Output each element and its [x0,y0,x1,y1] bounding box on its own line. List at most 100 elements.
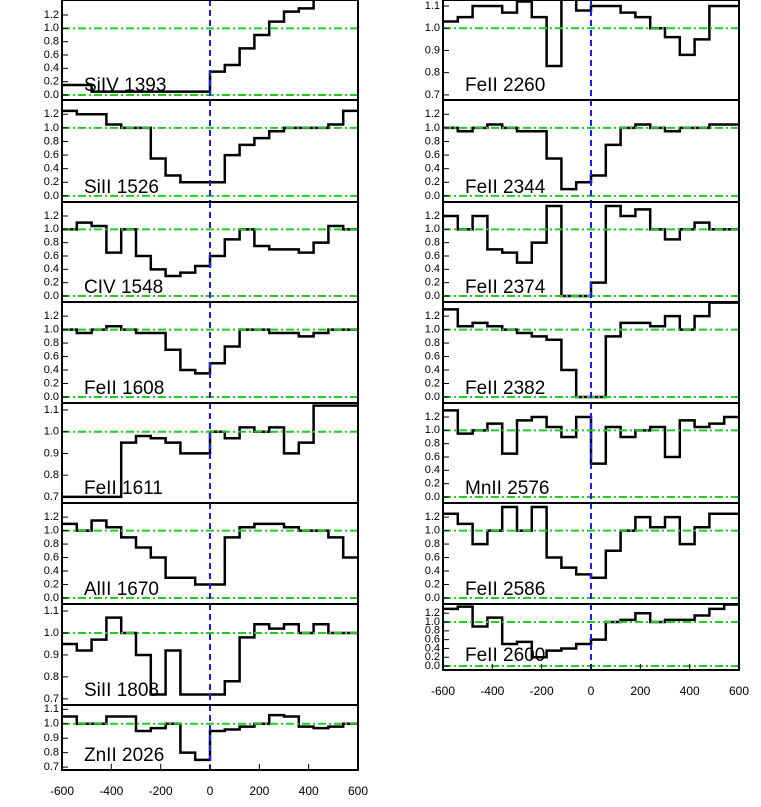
y-tick-label: 1.1 [44,605,59,617]
x-tick-label: -400 [480,684,504,698]
y-tick-label: 0.4 [44,565,59,577]
y-tick-label: 0.8 [425,237,440,249]
line-label: AlII 1670 [84,579,159,600]
y-tick-label: 0.0 [44,89,59,101]
y-tick-label: 1.2 [44,511,59,523]
y-tick-label: 0.8 [425,625,440,637]
y-tick-label: 0.4 [425,464,440,476]
y-tick-label: 1.2 [425,108,440,120]
y-tick-label: 0.8 [425,337,440,349]
y-tick-label: 1.0 [425,424,440,436]
y-tick-label: 0.7 [44,761,59,773]
y-tick-label: 0.6 [425,634,440,646]
flux-step [62,713,358,762]
y-tick-label: 0.6 [44,350,59,362]
y-tick-label: 1.2 [44,108,59,120]
x-tick-label: 0 [588,684,595,698]
line-label: SiII 1526 [84,177,159,198]
y-tick-label: 0.8 [44,469,59,481]
line-label: FeII 2382 [465,378,545,399]
y-tick-label: 0.8 [44,538,59,550]
panel [443,403,739,503]
panel [443,302,739,403]
panel [62,403,358,503]
y-tick-label: 0.4 [44,263,59,275]
line-label: SiII 1808 [84,680,159,701]
flux-step [62,324,358,375]
y-tick-label: 1.2 [425,210,440,222]
line-label: FeII 2374 [465,277,546,298]
panel [62,202,358,302]
y-tick-label: 0.8 [44,36,59,48]
x-tick-label: 600 [348,784,368,798]
panel [62,100,358,202]
flux-step [443,204,739,298]
y-tick-label: 1.1 [44,404,59,416]
y-tick-label: 0.8 [44,337,59,349]
y-tick-label: 0.6 [425,250,440,262]
y-tick-label: 0.9 [44,447,59,459]
y-tick-label: 0.2 [44,76,59,88]
y-tick-label: 0.2 [425,478,440,490]
y-tick-label: 0.2 [44,377,59,389]
y-tick-label: 1.0 [425,22,440,34]
y-tick-label: 0.8 [425,538,440,550]
line-label: MnII 2576 [465,478,550,499]
panel [443,202,739,302]
y-tick-label: 0.4 [425,263,440,275]
y-tick-label: 0.6 [425,451,440,463]
y-tick-label: 1.0 [44,718,59,730]
panel [62,705,358,770]
y-tick-label: 1.0 [44,223,59,235]
y-tick-label: 0.9 [44,732,59,744]
y-tick-label: 0.4 [44,62,59,74]
y-tick-label: 0.0 [44,290,59,302]
y-tick-label: 0.8 [425,438,440,450]
y-tick-label: 0.0 [44,190,59,202]
x-tick-label: -200 [149,784,173,798]
panel [62,0,358,100]
y-tick-label: 0.0 [425,391,440,403]
y-tick-label: 1.0 [44,22,59,34]
line-label: FeII 2586 [465,579,545,600]
x-tick-label: 400 [299,784,319,798]
line-label: SiIV 1393 [84,75,166,96]
y-tick-label: 0.2 [425,651,440,663]
x-tick-label: 200 [249,784,269,798]
y-tick-label: 0.8 [44,747,59,759]
x-tick-label: 400 [680,684,700,698]
y-tick-label: 0.9 [44,649,59,661]
y-tick-label: 1.2 [44,9,59,21]
y-tick-label: 1.1 [44,703,59,715]
line-label: ZnII 2026 [84,745,164,766]
line-label: FeII 1608 [84,378,164,399]
y-tick-label: 1.2 [425,607,440,619]
panel [443,0,739,100]
panel [62,604,358,705]
y-tick-label: 0.4 [425,642,440,654]
y-tick-label: 1.0 [44,627,59,639]
flux-step [62,519,358,586]
y-tick-label: 0.0 [425,290,440,302]
line-label: FeII 2260 [465,75,545,96]
x-tick-label: -400 [99,784,123,798]
y-tick-label: 0.2 [44,277,59,289]
y-tick-label: 0.8 [425,135,440,147]
y-tick-label: 0.0 [425,592,440,604]
x-tick-label: -200 [530,684,554,698]
x-tick-label: -600 [431,684,455,698]
y-tick-label: 1.2 [425,310,440,322]
y-tick-label: 0.9 [425,44,440,56]
y-tick-label: 0.0 [425,660,440,672]
y-tick-label: 0.2 [425,377,440,389]
y-tick-label: 0.4 [425,364,440,376]
y-tick-label: 1.1 [425,0,440,12]
panel [443,503,739,604]
x-tick-label: 0 [207,784,214,798]
y-tick-label: 0.2 [44,176,59,188]
y-tick-label: 0.8 [425,67,440,79]
x-tick-label: 200 [630,684,650,698]
x-tick-label: -600 [50,784,74,798]
